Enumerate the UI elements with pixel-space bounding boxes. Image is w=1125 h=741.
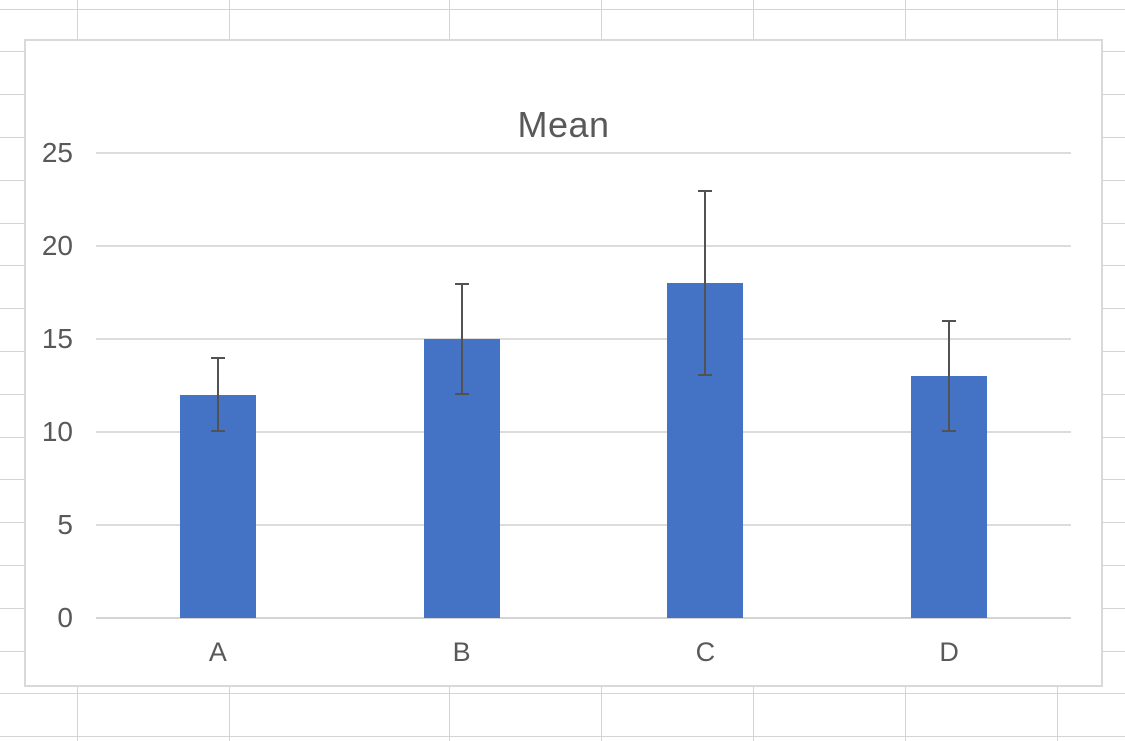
error-bar-stem	[704, 189, 707, 376]
y-axis-tick-label-10[interactable]: 10	[41, 415, 73, 447]
error-bar-cap-bottom	[942, 429, 957, 432]
error-bar-D[interactable]	[942, 320, 957, 432]
error-bar-cap-top	[454, 282, 469, 285]
y-axis-tick-label-25[interactable]: 25	[41, 136, 73, 168]
error-bar-A[interactable]	[210, 357, 225, 432]
error-bar-cap-bottom	[454, 392, 469, 395]
chart-gridline	[96, 430, 1071, 433]
x-axis-label-D[interactable]: D	[939, 637, 959, 667]
error-bar-stem	[948, 320, 951, 432]
error-bar-cap-top	[210, 357, 225, 360]
sheet-gridline-row	[0, 8, 1125, 10]
error-bar-C[interactable]	[698, 189, 713, 376]
chart-gridline	[96, 337, 1071, 340]
sheet-gridline-row	[0, 736, 1125, 738]
x-axis-label-B[interactable]: B	[452, 637, 471, 667]
y-axis-tick-label-0[interactable]: 0	[57, 602, 73, 633]
y-axis-tick-label-15[interactable]: 15	[41, 322, 73, 354]
x-axis-label-C[interactable]: C	[695, 637, 716, 667]
x-axis-label-A[interactable]: A	[208, 637, 227, 667]
chart-gridline	[96, 244, 1071, 247]
y-axis-tick-label-20[interactable]: 20	[41, 229, 73, 261]
error-bar-cap-top	[698, 189, 713, 192]
error-bar-cap-bottom	[210, 429, 225, 432]
chart-area[interactable]: Mean 0 5 10 15 20 25 A B C D	[24, 39, 1103, 687]
error-bar-cap-bottom	[698, 373, 713, 376]
x-axis-line	[96, 617, 1071, 619]
error-bar-stem	[216, 357, 219, 432]
error-bar-cap-top	[942, 320, 957, 323]
sheet-gridline-row	[0, 693, 1125, 695]
error-bar-B[interactable]	[454, 282, 469, 395]
bar-A[interactable]	[179, 394, 256, 618]
chart-gridline	[96, 523, 1071, 526]
chart-title[interactable]: Mean	[517, 104, 610, 145]
chart-gridline	[96, 151, 1071, 154]
error-bar-stem	[460, 282, 463, 395]
y-axis-tick-label-5[interactable]: 5	[57, 508, 73, 540]
